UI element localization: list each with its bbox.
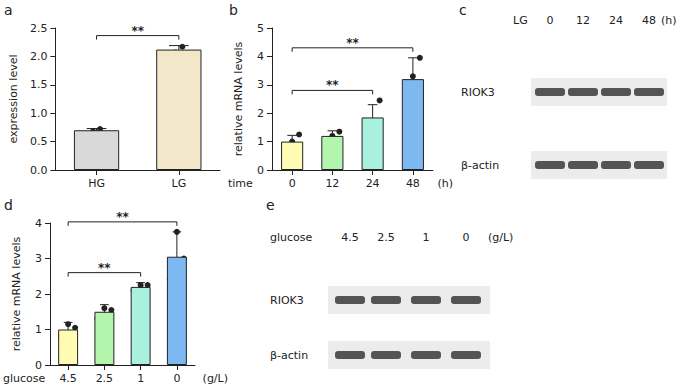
svg-text:(h): (h) <box>437 177 453 190</box>
svg-text:relative mRNA levels: relative mRNA levels <box>10 236 23 351</box>
svg-text:**: ** <box>98 261 111 275</box>
svg-text:0.5: 0.5 <box>30 135 48 148</box>
svg-text:**: ** <box>131 24 144 38</box>
svg-text:glucose: glucose <box>3 372 46 385</box>
svg-text:24: 24 <box>366 177 380 190</box>
svg-text:1.5: 1.5 <box>30 78 48 91</box>
svg-text:**: ** <box>326 78 339 92</box>
svg-text:**: ** <box>116 210 129 224</box>
svg-text:4: 4 <box>35 217 42 230</box>
svg-text:LG: LG <box>513 14 528 27</box>
svg-text:b: b <box>229 2 238 18</box>
svg-text:4.5: 4.5 <box>341 231 359 244</box>
svg-text:2.5: 2.5 <box>30 22 48 35</box>
svg-text:0: 0 <box>463 231 470 244</box>
svg-text:c: c <box>459 2 467 18</box>
svg-text:12: 12 <box>325 177 339 190</box>
svg-text:4.5: 4.5 <box>59 372 77 385</box>
svg-text:time: time <box>228 177 253 190</box>
svg-text:2: 2 <box>257 107 264 120</box>
svg-text:HG: HG <box>88 177 105 190</box>
svg-text:β-actin: β-actin <box>270 349 308 362</box>
svg-text:relative mRNA levels: relative mRNA levels <box>232 41 245 156</box>
svg-text:1: 1 <box>257 135 264 148</box>
svg-text:48: 48 <box>406 177 420 190</box>
svg-text:**: ** <box>346 36 359 50</box>
svg-text:1.0: 1.0 <box>30 107 48 120</box>
svg-text:β-actin: β-actin <box>461 159 499 172</box>
svg-text:(g/L): (g/L) <box>203 372 228 385</box>
svg-text:0: 0 <box>547 14 554 27</box>
svg-text:2.0: 2.0 <box>30 50 48 63</box>
svg-text:(h): (h) <box>661 14 677 27</box>
svg-text:1: 1 <box>423 231 430 244</box>
svg-text:a: a <box>4 2 13 18</box>
svg-text:12: 12 <box>576 14 590 27</box>
svg-text:3: 3 <box>35 252 42 265</box>
svg-text:0: 0 <box>173 372 180 385</box>
svg-text:24: 24 <box>609 14 623 27</box>
svg-text:0: 0 <box>35 359 42 372</box>
svg-text:LG: LG <box>172 177 187 190</box>
svg-text:2.5: 2.5 <box>377 231 395 244</box>
svg-text:3: 3 <box>257 78 264 91</box>
svg-text:RIOK3: RIOK3 <box>461 86 495 99</box>
svg-text:1: 1 <box>137 372 144 385</box>
svg-text:(g/L): (g/L) <box>488 231 513 244</box>
svg-text:0.0: 0.0 <box>30 164 48 177</box>
svg-text:0: 0 <box>257 164 264 177</box>
svg-text:2.5: 2.5 <box>96 372 114 385</box>
svg-text:5: 5 <box>257 22 264 35</box>
svg-text:d: d <box>4 197 13 213</box>
svg-text:0: 0 <box>289 177 296 190</box>
svg-text:RIOK3: RIOK3 <box>270 294 304 307</box>
svg-text:expression level: expression level <box>7 55 20 144</box>
svg-text:2: 2 <box>35 288 42 301</box>
svg-text:glucose: glucose <box>270 231 313 244</box>
svg-text:1: 1 <box>35 323 42 336</box>
svg-text:4: 4 <box>257 50 264 63</box>
svg-text:48: 48 <box>642 14 656 27</box>
svg-text:e: e <box>266 197 275 213</box>
